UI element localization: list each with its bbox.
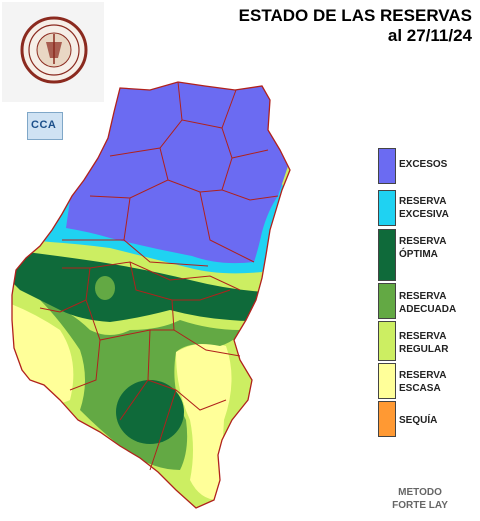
legend-swatch-sequia [378, 401, 396, 437]
legend-swatch-reserva-regular [378, 321, 396, 361]
excesos-zone [60, 82, 290, 264]
legend-label-reserva-escasa: RESERVA ESCASA [399, 370, 447, 394]
bolsa-logo [2, 2, 104, 102]
cca-logo-text: CCA [31, 119, 57, 131]
legend-swatch-reserva-adecuada [378, 283, 396, 319]
legend-swatch-reserva-excesiva [378, 190, 396, 226]
legend-label-reserva-excesiva: RESERVA EXCESIVA [399, 196, 449, 220]
legend-swatch-excesos [378, 148, 396, 184]
legend-label-reserva-optima: RESERVA ÓPTIMA [399, 236, 447, 260]
map-date: al 27/11/24 [387, 26, 472, 45]
method-credit: METODO FORTE LAY [380, 486, 460, 512]
legend-swatch-reserva-escasa [378, 363, 396, 399]
reserva-escasa-southeast [176, 343, 232, 500]
department-boundaries [11, 81, 291, 509]
reserva-adecuada-islet [95, 276, 115, 300]
legend-label-sequia: SEQUÍA [399, 415, 438, 426]
cca-logo: CCA [27, 112, 63, 140]
legend-label-reserva-adecuada: RESERVA ADECUADA [399, 291, 457, 315]
method-line-1: METODO [398, 487, 442, 498]
method-line-2: FORTE LAY [392, 500, 448, 511]
map-title: ESTADO DE LAS RESERVAS [238, 6, 472, 25]
legend-swatch-reserva-optima [378, 229, 396, 281]
legend-label-reserva-regular: RESERVA REGULAR [399, 331, 449, 355]
legend-label-excesos: EXCESOS [399, 159, 448, 170]
reserva-optima-south [116, 380, 184, 444]
